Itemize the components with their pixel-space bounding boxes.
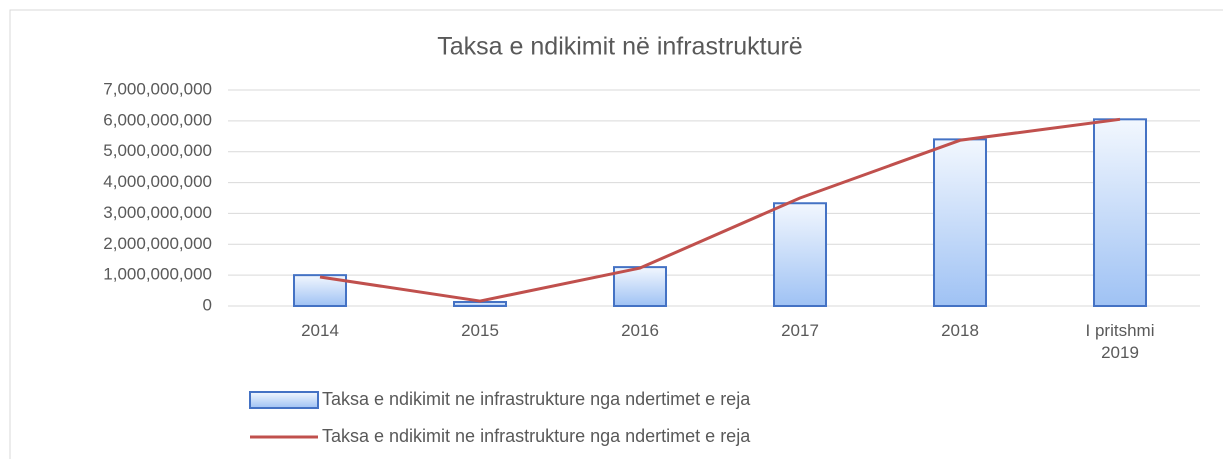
- y-tick-label: 0: [203, 295, 212, 314]
- x-tick-label: I pritshmi 2019: [1085, 321, 1155, 362]
- bar: [933, 138, 987, 307]
- x-tick-label: 2017: [781, 321, 819, 340]
- x-tick-label: 2016: [621, 321, 659, 340]
- y-tick-label: 5,000,000,000: [103, 141, 212, 160]
- chart-frame: [9, 9, 1223, 459]
- bar: [1093, 118, 1147, 307]
- x-tick-label: 2018: [941, 321, 979, 340]
- y-tick-label: 7,000,000,000: [103, 79, 212, 98]
- bar: [613, 266, 667, 307]
- legend-label: Taksa e ndikimit ne infrastrukture nga n…: [322, 426, 751, 446]
- y-tick-label: 6,000,000,000: [103, 110, 212, 129]
- bar: [773, 202, 827, 307]
- legend-swatch: [249, 391, 319, 409]
- legend-label: Taksa e ndikimit ne infrastrukture nga n…: [322, 389, 751, 409]
- y-tick-label: 1,000,000,000: [103, 265, 212, 284]
- line: [319, 117, 1121, 303]
- x-tick-label: 2015: [461, 321, 499, 340]
- bar: [453, 300, 507, 308]
- y-tick-label: 2,000,000,000: [103, 234, 212, 253]
- x-tick-label: 2014: [301, 321, 339, 340]
- chart-title: Taksa e ndikimit në infrastrukturë: [437, 33, 802, 61]
- y-tick-label: 3,000,000,000: [103, 203, 212, 222]
- y-tick-label: 4,000,000,000: [103, 172, 212, 191]
